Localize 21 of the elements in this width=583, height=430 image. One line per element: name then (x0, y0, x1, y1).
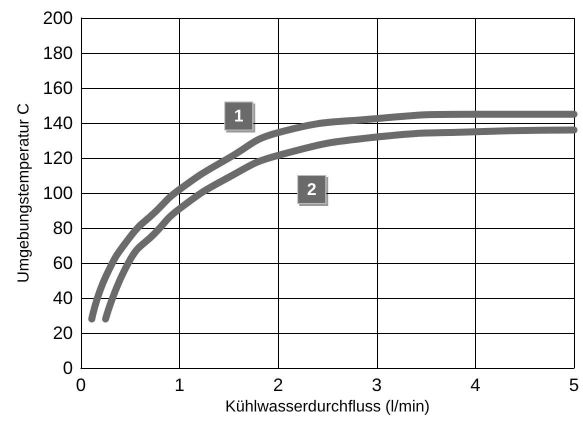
x-tick-label: 0 (76, 375, 86, 395)
y-tick-label: 60 (52, 253, 73, 273)
x-tick-label: 4 (470, 375, 480, 395)
x-tick-label: 3 (372, 375, 382, 395)
y-tick-label: 0 (62, 358, 73, 378)
y-tick-label: 120 (42, 148, 73, 168)
y-tick-label: 80 (52, 218, 73, 238)
x-tick-label: 1 (174, 375, 185, 395)
y-tick-label: 40 (52, 288, 73, 308)
x-tick-label: 2 (273, 375, 284, 395)
y-tick-label: 180 (42, 43, 73, 63)
y-tick-label: 100 (42, 183, 73, 203)
y-tick-label: 160 (42, 78, 73, 98)
x-axis-title: Kühlwasserdurchfluss (l/min) (225, 398, 430, 416)
annotation: 1 (234, 106, 244, 126)
y-axis-title: Umgebungstemperatur C (16, 103, 32, 283)
x-tick-label: 5 (568, 375, 580, 395)
y-tick-label: 20 (52, 323, 73, 343)
y-tick-label: 200 (42, 8, 73, 28)
y-tick-label: 140 (42, 113, 73, 133)
annotation: 2 (306, 180, 316, 199)
